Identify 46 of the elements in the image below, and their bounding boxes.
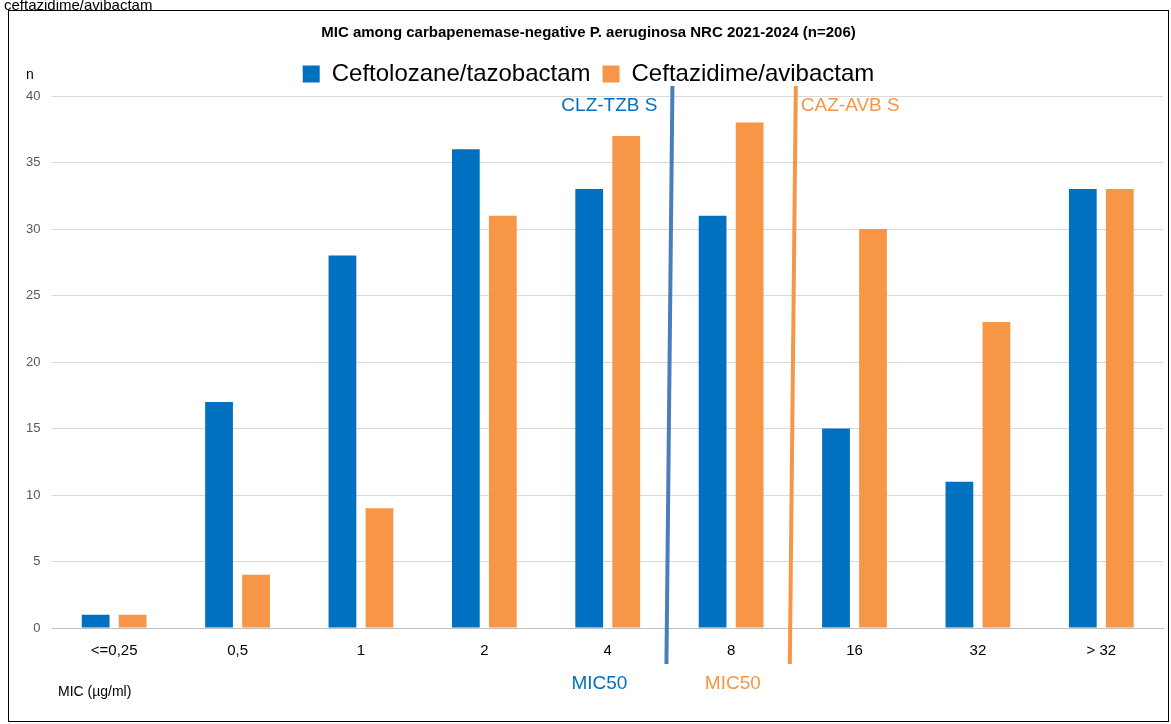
bar: [1068, 189, 1097, 628]
legend-label: Ceftolozane/tazobactam: [331, 58, 591, 86]
text: ceftazidime/avibactam: [4, 0, 153, 13]
x-tick-label: 32: [969, 641, 987, 659]
bar: [735, 122, 764, 628]
x-tick-label: <=0,25: [90, 641, 138, 659]
text: MIC50: [571, 672, 628, 694]
bar: [328, 255, 357, 628]
bar: [451, 149, 480, 628]
bar: [698, 215, 727, 628]
y-tick-label: 20: [25, 353, 41, 369]
bar: [612, 135, 641, 628]
x-axis-title: MIC (µg/ml): [58, 682, 132, 699]
x-tick-label: 8: [726, 641, 736, 659]
bar: [242, 574, 270, 628]
x-tick-label: 2: [480, 641, 489, 659]
y-tick-label: 0: [33, 619, 41, 635]
bar: [118, 614, 147, 628]
annotation: CLZ-TZB S: [561, 94, 658, 116]
x-tick-label: 0,5: [227, 641, 248, 659]
y-tick-label: 5: [33, 553, 41, 569]
bar: [205, 401, 233, 628]
y-tick-label: 25: [25, 287, 41, 303]
legend-label: Ceftazidime/avibactam: [631, 58, 875, 86]
bar: [575, 189, 604, 628]
x-tick-label: > 32: [1086, 641, 1117, 659]
bar: [365, 508, 394, 628]
y-tick-label: 35: [25, 154, 41, 170]
bar: [1105, 189, 1134, 628]
x-tick-label: 4: [603, 641, 612, 659]
bar: [945, 481, 974, 628]
y-tick-label: 10: [25, 486, 41, 502]
y-tick-label: 15: [25, 420, 41, 436]
bar: [488, 215, 517, 628]
x-tick-label: 16: [846, 641, 863, 659]
x-tick-label: 1: [356, 641, 366, 659]
chart-title: MIC among carbapenemase-negative P. aeruginosa NRC 2021-2024 (n=206): [321, 23, 856, 41]
annotation: CAZ-AVB S: [800, 94, 900, 116]
bar: [982, 322, 1011, 628]
text: MIC50: [704, 672, 761, 694]
bar: [859, 229, 887, 628]
bar: [822, 428, 850, 628]
y-tick-label: 30: [25, 220, 41, 236]
y-axis-title: n: [26, 65, 34, 82]
bar: [81, 614, 110, 628]
y-tick-label: 40: [25, 87, 41, 103]
